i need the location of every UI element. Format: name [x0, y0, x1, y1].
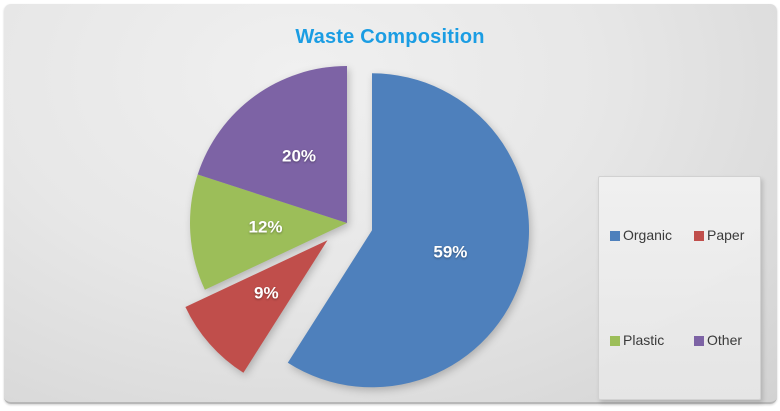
legend-label-paper: Paper [707, 227, 745, 243]
pie-slice-other [197, 66, 347, 223]
pie-slice-plastic [190, 174, 347, 290]
pie-data-label-organic: 59% [433, 242, 467, 261]
legend-swatch-paper-icon [694, 230, 704, 241]
legend-item-paper: Paper [694, 227, 760, 244]
legend-swatch-organic-icon [610, 230, 620, 241]
legend-label-other: Other [707, 332, 743, 348]
legend-swatch-other-icon [694, 335, 704, 346]
legend-swatch-plastic-icon [610, 335, 620, 346]
pie-data-label-paper: 9% [254, 284, 279, 303]
pie-slice-paper [185, 240, 328, 373]
chart-title: Waste Composition [295, 26, 485, 48]
pie-slice-organic [287, 73, 530, 388]
pie-data-label-plastic: 12% [248, 218, 282, 237]
legend-label-organic: Organic [623, 227, 673, 243]
legend-label-plastic: Plastic [623, 332, 665, 348]
legend-item-plastic: Plastic [610, 332, 694, 349]
legend-item-organic: Organic [610, 227, 694, 244]
legend-item-other: Other [694, 332, 760, 349]
chart-legend: Organic Paper Plastic Other [598, 176, 761, 400]
pie-data-label-other: 20% [282, 146, 316, 165]
